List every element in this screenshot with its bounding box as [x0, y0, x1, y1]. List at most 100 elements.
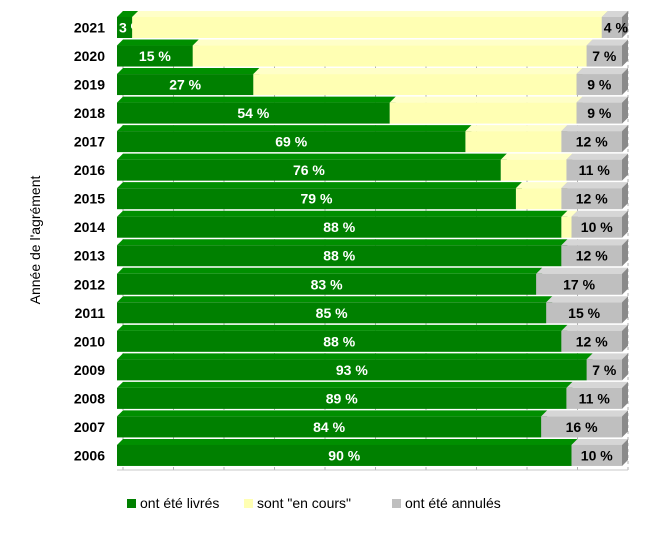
bar: [117, 74, 254, 96]
bar-segment: [500, 153, 573, 181]
data-label: 79 %: [301, 191, 333, 207]
bar: [566, 387, 622, 409]
bar-segment: [576, 68, 628, 96]
bar-segment: [586, 39, 628, 67]
data-label: 69 %: [275, 134, 307, 150]
bar-segment: [465, 125, 568, 153]
bar: [117, 273, 537, 295]
bar: [117, 17, 133, 38]
data-label: 15 %: [568, 305, 600, 321]
bar: [117, 330, 562, 352]
bar: [117, 216, 562, 238]
data-label: 11 %: [579, 390, 611, 406]
data-label: 12 %: [576, 191, 608, 207]
bar: [117, 387, 567, 409]
bar-segment: [117, 68, 260, 96]
bar: [601, 17, 622, 38]
bar-segment: [192, 39, 593, 67]
bar: [566, 159, 622, 181]
data-label: 9 %: [587, 77, 612, 93]
bar: [117, 102, 390, 124]
data-label: 12 %: [576, 248, 608, 264]
category-tick-label: 2021: [74, 20, 105, 36]
bar: [117, 45, 193, 67]
legend: ont été livrés sont "en cours" ont été ann…: [127, 495, 501, 511]
data-label: 16 %: [566, 419, 598, 435]
bar: [117, 302, 547, 324]
bar-segment: [561, 239, 628, 267]
bar: [546, 302, 622, 324]
bar: [571, 444, 622, 466]
data-label: 11 %: [579, 162, 611, 178]
category-tick-label: 2010: [74, 333, 105, 349]
category-tick-label: 2006: [74, 447, 105, 463]
bar-segment: [566, 153, 628, 181]
legend-label: ont été livrés: [140, 495, 219, 511]
bar-segment: [117, 381, 573, 409]
data-label: 7 %: [592, 48, 617, 64]
category-tick-label: 2013: [74, 248, 105, 264]
bar-segment: [571, 210, 628, 238]
category-tick-label: 2015: [74, 191, 105, 207]
bar-segment: [132, 11, 608, 38]
category-tick-label: 2011: [75, 305, 106, 321]
bar: [117, 359, 587, 381]
bar-segment: [571, 438, 628, 466]
bar-segment: [117, 410, 548, 438]
category-tick-label: 2007: [74, 419, 105, 435]
bar-segment: [546, 296, 628, 324]
data-label: 88 %: [323, 219, 355, 235]
category-tick-label: 2009: [74, 362, 105, 378]
bar: [576, 74, 622, 96]
bar-segment: [515, 182, 568, 210]
data-label: 12 %: [576, 134, 608, 150]
category-ticks: 2021 2020 2019 2018 2017 2016 2015 2014 2013 2012…: [74, 20, 105, 464]
bar-segment: [117, 210, 568, 238]
category-tick-label: 2016: [74, 162, 105, 178]
bar: [192, 45, 587, 67]
y-axis-label: Année de l'agrément: [27, 176, 43, 305]
data-label: 12 %: [576, 333, 608, 349]
bar: [571, 216, 622, 238]
bar: [586, 359, 622, 381]
bar: [117, 416, 542, 438]
legend-label: sont "en cours": [257, 495, 351, 511]
bar-segment: [253, 68, 583, 96]
bars: 3 % 4 %15 % 7 %27 % 9 %54 % 9 %69 % 12 %76 % 1…: [117, 11, 628, 466]
bar: [117, 131, 466, 153]
bar-segment: [117, 125, 472, 153]
data-label: 88 %: [323, 333, 355, 349]
bar: [541, 416, 622, 438]
bar: [253, 74, 577, 96]
bar: [561, 330, 622, 352]
bar: [586, 45, 622, 67]
legend-item: ont été livrés: [127, 495, 219, 511]
bar-segment: [117, 153, 507, 181]
category-tick-label: 2017: [74, 134, 105, 150]
data-label: 7 %: [592, 362, 617, 378]
bar: [561, 216, 572, 238]
data-label: 54 %: [237, 105, 269, 121]
category-tick-label: 2014: [74, 219, 105, 235]
bar: [515, 188, 562, 210]
data-label: 85 %: [316, 305, 348, 321]
bar-segment: [576, 96, 628, 124]
data-label: 90 %: [328, 447, 360, 463]
data-label: 83 %: [311, 276, 343, 292]
data-label: 89 %: [326, 390, 358, 406]
bar: [389, 102, 577, 124]
data-label: 15 %: [139, 48, 171, 64]
bar-segment: [117, 182, 522, 210]
bar: [117, 245, 562, 267]
data-label: 17 %: [563, 276, 595, 292]
category-tick-label: 2012: [74, 276, 105, 292]
bar-segment: [561, 324, 628, 352]
category-tick-label: 2018: [74, 105, 105, 121]
data-label: 93 %: [336, 362, 368, 378]
legend-swatch: [244, 499, 253, 508]
data-label: 84 %: [313, 419, 345, 435]
data-label: 10 %: [581, 447, 613, 463]
data-label: 9 %: [587, 105, 612, 121]
bar: [561, 188, 622, 210]
legend-item: sont "en cours": [244, 495, 351, 511]
